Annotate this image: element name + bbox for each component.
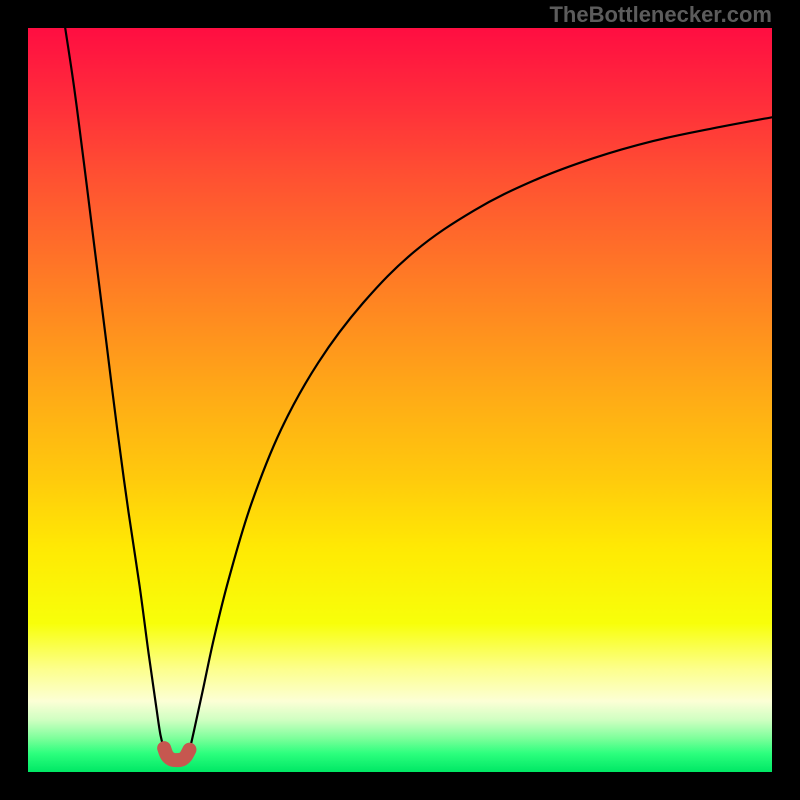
optimal-zone-marker bbox=[164, 748, 189, 760]
bottleneck-curve-line bbox=[65, 28, 772, 760]
chart-frame: TheBottlenecker.com bbox=[0, 0, 800, 800]
bottleneck-curve bbox=[28, 28, 772, 772]
plot-area bbox=[28, 28, 772, 772]
attribution-label: TheBottlenecker.com bbox=[549, 2, 772, 28]
